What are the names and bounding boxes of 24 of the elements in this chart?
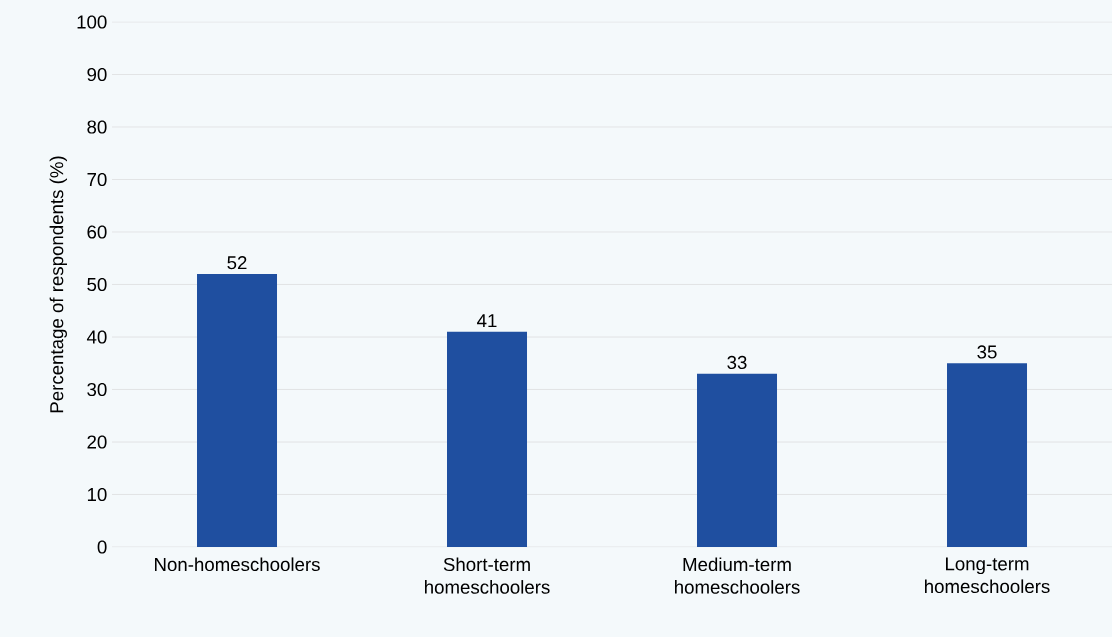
y-tick-label: 20 (87, 435, 107, 449)
x-tick-label: Medium-term homeschoolers (675, 557, 800, 594)
bar (197, 274, 278, 547)
bar (947, 363, 1028, 547)
bar (697, 373, 778, 547)
y-tick-label: 80 (87, 120, 107, 134)
data-label: 52 (227, 256, 247, 270)
data-label: 41 (477, 314, 497, 328)
x-tick-label: Long-term homeschoolers (925, 557, 1050, 594)
y-tick-label: 50 (87, 277, 107, 292)
y-tick-label: 70 (87, 172, 107, 187)
y-tick-label: 0 (97, 540, 107, 554)
y-axis-title: Percentage of respondents (%) (49, 156, 67, 413)
y-tick-label: 100 (77, 15, 107, 29)
y-tick-label: 90 (87, 67, 107, 82)
data-label: 35 (977, 345, 997, 359)
data-label: 33 (727, 355, 747, 370)
y-tick-label: 30 (87, 382, 107, 397)
y-tick-label: 40 (86, 330, 107, 344)
x-tick-label: Non-homeschoolers (155, 557, 320, 572)
y-tick-label: 10 (87, 487, 107, 502)
bar (447, 331, 528, 547)
x-tick-label: Short-term homeschoolers (425, 557, 550, 594)
y-tick-label: 60 (87, 225, 107, 239)
